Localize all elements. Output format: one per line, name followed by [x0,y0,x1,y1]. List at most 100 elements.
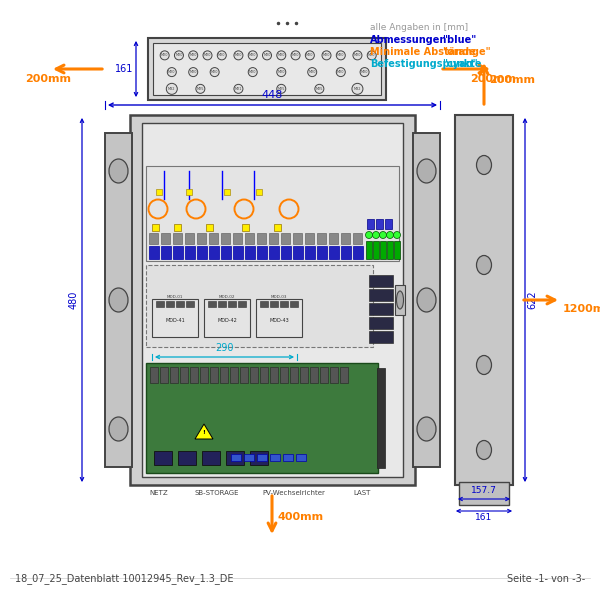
Bar [281,246,291,259]
Text: MDD-01: MDD-01 [167,295,183,299]
Bar [413,133,440,467]
Bar [280,301,288,307]
Bar [366,241,372,259]
Text: M20: M20 [361,70,368,74]
Bar [367,219,374,229]
Bar [317,233,326,244]
Bar [395,285,405,315]
Bar [146,166,399,261]
Circle shape [189,68,198,77]
Text: M25: M25 [316,87,323,91]
Circle shape [305,51,314,60]
Bar [455,115,513,485]
Bar [146,363,378,473]
Text: M32: M32 [353,87,361,91]
Text: 200mm: 200mm [25,74,71,84]
Circle shape [175,51,184,60]
Bar [245,233,254,244]
Bar [330,367,338,383]
Bar [269,233,278,244]
Bar [270,367,278,383]
Circle shape [373,232,380,238]
Bar [256,299,302,337]
Bar [170,367,178,383]
Ellipse shape [476,155,491,175]
Bar [387,241,393,259]
Ellipse shape [476,440,491,460]
Bar [270,301,278,307]
Bar [233,246,243,259]
Circle shape [234,51,243,60]
Ellipse shape [109,159,128,183]
Circle shape [308,68,317,77]
Bar [240,367,248,383]
Bar [173,233,182,244]
Circle shape [160,51,169,60]
Bar [329,233,338,244]
Bar [305,233,314,244]
Bar [376,219,383,229]
Text: M20: M20 [249,70,256,74]
Bar [340,367,348,383]
Circle shape [291,51,300,60]
Ellipse shape [417,159,436,183]
Ellipse shape [109,417,128,441]
Circle shape [196,85,205,94]
Bar [150,367,158,383]
Text: M20: M20 [211,70,218,74]
Bar [178,451,196,465]
Bar [161,246,171,259]
Bar [230,367,238,383]
Bar [270,454,280,461]
Text: M20: M20 [337,53,344,58]
Bar [221,246,231,259]
Circle shape [248,51,257,60]
Text: SB-STORAGE: SB-STORAGE [195,490,239,496]
Bar [180,367,188,383]
Bar [197,233,206,244]
Bar [152,224,159,231]
Ellipse shape [476,256,491,275]
Text: PV-Wechselrichter: PV-Wechselrichter [263,490,325,496]
Bar [156,189,162,195]
Bar [353,246,363,259]
Bar [274,224,281,231]
Bar [209,233,218,244]
Text: M20: M20 [292,53,299,58]
Ellipse shape [417,417,436,441]
Bar [317,246,327,259]
Text: M20: M20 [263,53,271,58]
Bar [394,241,400,259]
Text: !: ! [203,431,205,436]
Text: 1200mm: 1200mm [563,304,600,314]
Text: 400mm: 400mm [277,512,323,522]
Circle shape [315,85,324,94]
Bar [320,367,328,383]
Bar [197,246,207,259]
Circle shape [234,85,243,94]
Text: NETZ: NETZ [149,490,169,496]
Bar [281,233,290,244]
Bar [161,233,170,244]
Bar [200,367,208,383]
Bar [283,454,293,461]
Text: M20: M20 [204,53,211,58]
Bar [341,246,351,259]
Text: M20: M20 [249,53,256,58]
Ellipse shape [397,291,404,309]
Bar [154,451,172,465]
Ellipse shape [417,288,436,312]
Circle shape [386,232,394,238]
Circle shape [322,51,331,60]
Bar [156,301,164,307]
Bar [238,301,246,307]
Text: M20: M20 [190,53,197,58]
Circle shape [277,68,286,77]
Text: M20: M20 [190,70,197,74]
Ellipse shape [476,355,491,374]
Circle shape [217,51,226,60]
Circle shape [167,68,176,77]
Circle shape [352,83,363,94]
Circle shape [360,68,369,77]
Text: Abmessungen: Abmessungen [370,35,448,45]
